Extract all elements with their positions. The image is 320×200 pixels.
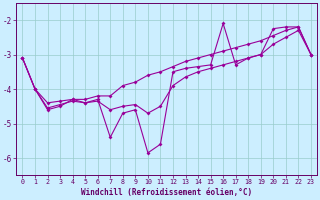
X-axis label: Windchill (Refroidissement éolien,°C): Windchill (Refroidissement éolien,°C) <box>81 188 252 197</box>
